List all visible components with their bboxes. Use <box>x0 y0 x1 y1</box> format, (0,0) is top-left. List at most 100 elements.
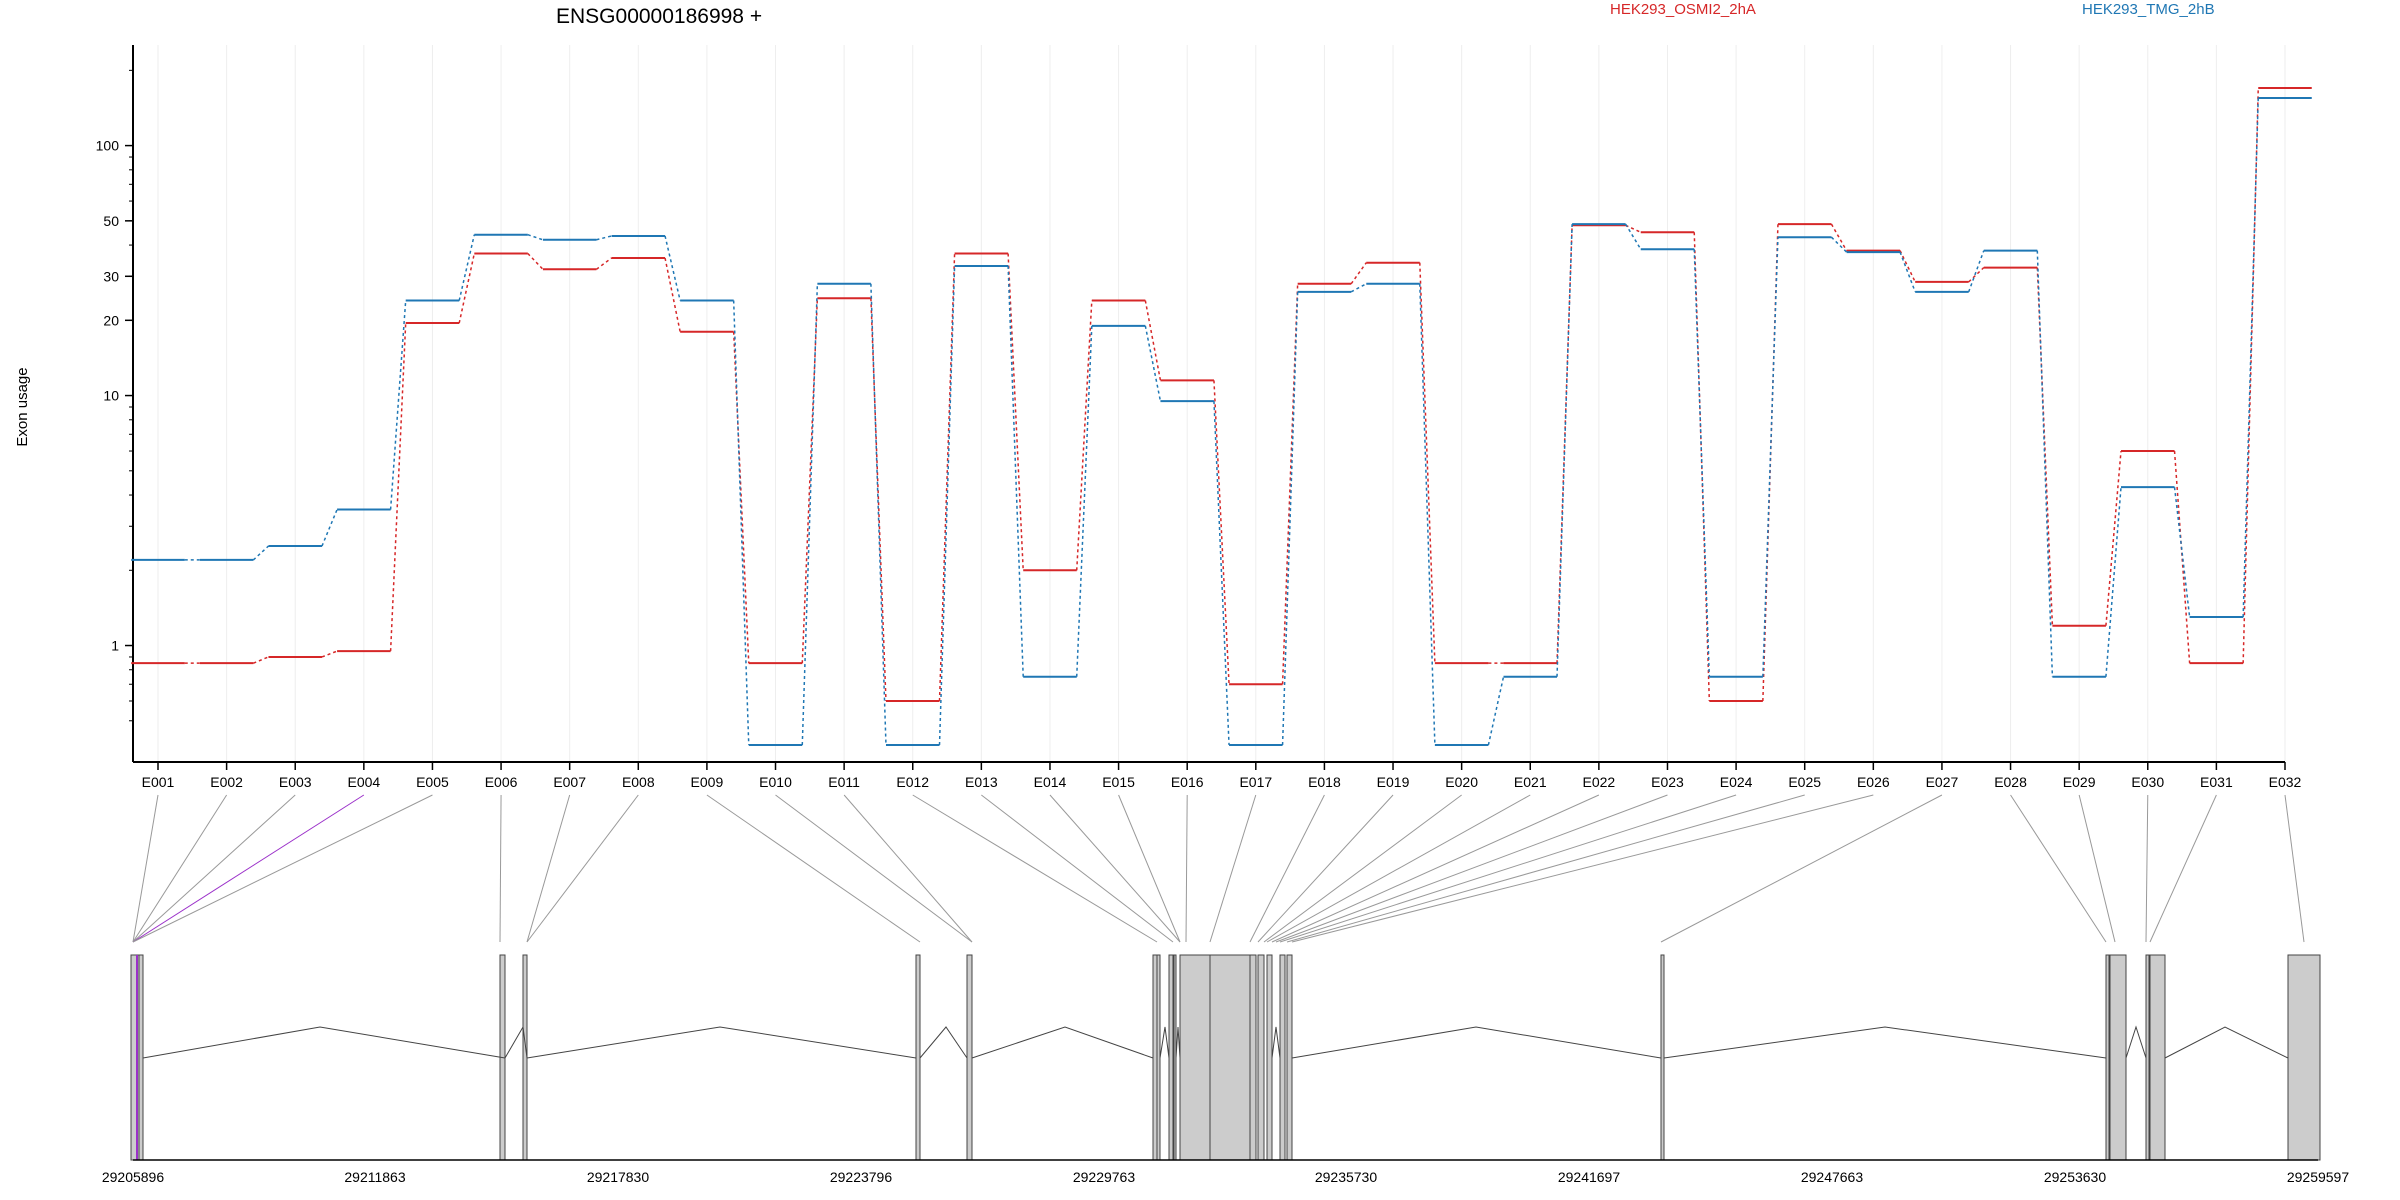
series-connector <box>253 656 269 664</box>
exon-box <box>1152 954 1158 1161</box>
x-tick-label: E005 <box>416 774 449 790</box>
x-tick-label: E026 <box>1857 774 1890 790</box>
exon-box <box>2149 954 2166 1161</box>
exon-connectors <box>132 794 2305 943</box>
x-tick-label: E012 <box>896 774 929 790</box>
series-connector <box>870 283 887 746</box>
exon-connector <box>1286 794 1805 943</box>
x-tick-label: E010 <box>759 774 792 790</box>
exon-connector <box>132 794 433 943</box>
exon-connector <box>1049 794 1181 943</box>
exon-connector <box>1118 794 1181 943</box>
x-tick-label: E029 <box>2063 774 2096 790</box>
series-connector <box>1693 249 1711 677</box>
intron-line <box>1159 1026 1170 1059</box>
exon-box <box>1286 954 1293 1161</box>
intron-line <box>142 1026 506 1059</box>
legend-item-osmi: HEK293_OSMI2_2hA <box>1610 1 1756 18</box>
exon-box <box>1660 954 1665 1161</box>
series-connector <box>801 283 819 746</box>
series-connector <box>1075 325 1093 677</box>
series-connector <box>1419 262 1436 664</box>
series-connector <box>1899 251 1916 293</box>
series-connector <box>1213 401 1230 746</box>
exon-connector <box>1257 794 1394 943</box>
legend-item-tmg: HEK293_TMG_2hB <box>2082 1 2215 18</box>
series-connector <box>1144 300 1162 381</box>
x-tick-label: E030 <box>2131 774 2164 790</box>
series-connector <box>389 300 407 510</box>
exon-connector <box>526 794 639 943</box>
intron-line <box>1663 1026 2107 1059</box>
series-connector <box>389 323 407 652</box>
x-tick-label: E018 <box>1308 774 1341 790</box>
x-tick-label: E028 <box>1994 774 2027 790</box>
intron-line <box>971 1026 1154 1059</box>
y-tick-label: 1 <box>111 638 119 654</box>
exon-connector <box>1263 794 1462 943</box>
exon-connector <box>2149 794 2217 943</box>
gene-model: 29205896 29211863 29217830 29223796 29229763… <box>102 954 2349 1185</box>
x-tick-label: E016 <box>1171 774 1204 790</box>
exon-connector <box>1266 794 1531 943</box>
series-connector <box>1007 253 1024 571</box>
x-tick-label: E022 <box>1583 774 1616 790</box>
coordinate-tick-label: 29217830 <box>587 1169 650 1185</box>
y-tick-label: 20 <box>103 312 119 328</box>
series-connector <box>2036 250 2054 677</box>
series-connector <box>2105 450 2122 626</box>
x-tick-label: E014 <box>1034 774 1067 790</box>
exon-box <box>915 954 921 1161</box>
coordinate-tick-label: 29205896 <box>102 1169 165 1185</box>
exon-connector <box>2010 794 2107 943</box>
series-connector <box>732 300 750 746</box>
series-connector <box>1281 291 1299 746</box>
intron-line <box>1175 1026 1181 1059</box>
exon-connector <box>1209 794 1257 943</box>
series-connector <box>596 235 612 241</box>
chart-title: ENSG00000186998 + <box>556 5 762 28</box>
exon-connector <box>981 794 1174 943</box>
exon-box <box>1179 954 1211 1161</box>
exon-box <box>2105 954 2110 1161</box>
exon-box <box>136 955 138 1160</box>
x-tick-label: E024 <box>1720 774 1753 790</box>
x-tick-label: E021 <box>1514 774 1547 790</box>
series-connector <box>1624 223 1642 250</box>
coordinate-tick-label: 29229763 <box>1073 1169 1136 1185</box>
x-tick-label: E019 <box>1377 774 1410 790</box>
x-tick-label: E007 <box>553 774 586 790</box>
intron-line <box>2164 1026 2289 1059</box>
series-connector <box>1007 265 1024 677</box>
exon-connector <box>2078 794 2116 943</box>
series-connector <box>595 257 612 270</box>
series-connector <box>1213 380 1230 685</box>
series-connector <box>1281 283 1299 685</box>
series-connector <box>938 265 956 746</box>
exon-connector <box>1660 794 1943 943</box>
gridlines <box>157 45 2286 762</box>
exon-connector <box>132 794 228 943</box>
series-layer <box>131 86 2312 746</box>
exon-connector <box>2284 794 2305 943</box>
exon-connector <box>132 794 365 943</box>
series-connector <box>527 234 544 241</box>
series-connector <box>664 257 681 332</box>
x-tick-label: E002 <box>210 774 243 790</box>
series-connector <box>252 545 269 561</box>
intron-line <box>526 1026 917 1059</box>
series-connector <box>1967 250 1985 293</box>
exon-connector <box>132 794 159 943</box>
y-tick-label: 100 <box>96 138 120 154</box>
series-connector <box>458 234 476 301</box>
series-connector <box>801 298 819 664</box>
x-tick-label: E006 <box>485 774 518 790</box>
exon-connector <box>526 794 571 943</box>
exon-box <box>1266 954 1273 1161</box>
series-connector <box>527 253 544 270</box>
x-tick-label: E023 <box>1651 774 1684 790</box>
y-axis-label: Exon usage <box>14 367 31 446</box>
exon-box <box>2145 954 2150 1161</box>
series-connector <box>1350 262 1367 285</box>
